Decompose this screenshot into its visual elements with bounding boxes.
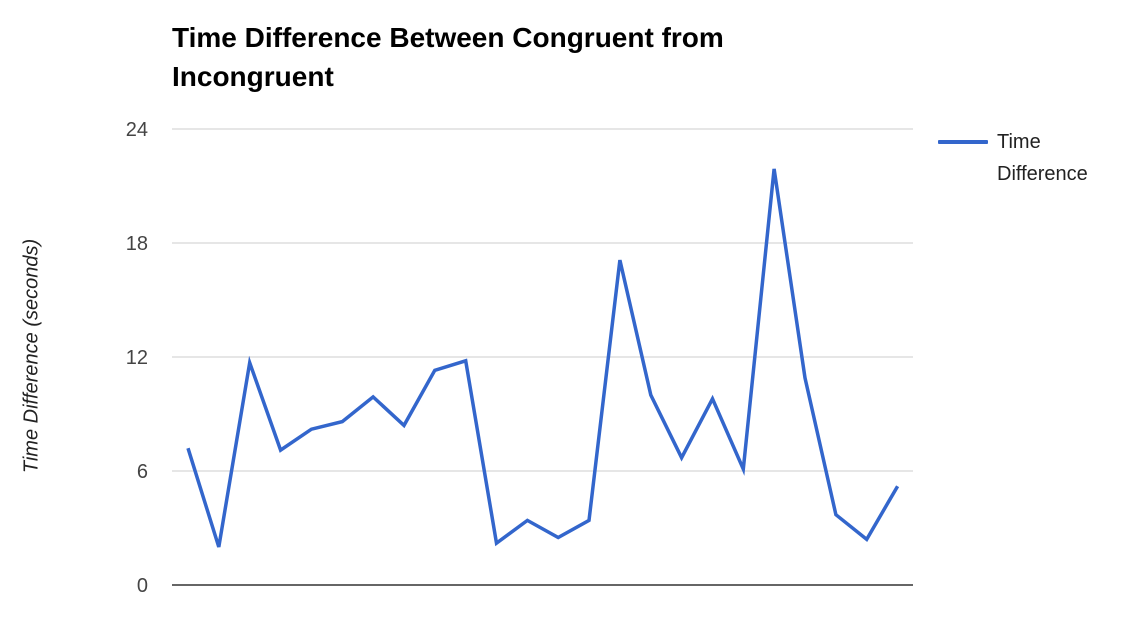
data-point[interactable]	[676, 452, 688, 464]
data-point[interactable]	[244, 357, 256, 369]
data-point[interactable]	[707, 393, 719, 405]
chart-title: Time Difference Between Congruent from I…	[172, 22, 724, 92]
data-point[interactable]	[892, 480, 904, 492]
y-tick-labels: 0 6 12 18 24	[126, 119, 148, 597]
data-point[interactable]	[521, 514, 533, 526]
gridlines	[172, 128, 913, 586]
data-point[interactable]	[614, 254, 626, 266]
data-point[interactable]	[367, 391, 379, 403]
data-point[interactable]	[275, 444, 287, 456]
data-point[interactable]	[182, 442, 194, 454]
data-point[interactable]	[768, 163, 780, 175]
data-point[interactable]	[552, 532, 564, 544]
series-line[interactable]	[186, 168, 900, 548]
data-point[interactable]	[336, 416, 348, 428]
y-tick-label: 24	[126, 119, 148, 141]
data-point[interactable]	[491, 537, 503, 549]
data-point[interactable]	[460, 355, 472, 367]
y-tick-label: 18	[126, 233, 148, 255]
data-point[interactable]	[398, 419, 410, 431]
y-tick-label: 0	[137, 575, 148, 597]
data-point[interactable]	[737, 463, 749, 475]
legend-label: Time Difference	[997, 131, 1088, 185]
legend-swatch	[938, 140, 988, 144]
data-point[interactable]	[583, 514, 595, 526]
data-point[interactable]	[799, 372, 811, 384]
data-point[interactable]	[861, 533, 873, 545]
series-layer	[182, 163, 904, 553]
data-point[interactable]	[645, 389, 657, 401]
y-tick-label: 12	[126, 347, 148, 369]
data-point[interactable]	[429, 364, 441, 376]
data-point[interactable]	[830, 509, 842, 521]
data-point[interactable]	[305, 423, 317, 435]
data-point[interactable]	[213, 541, 225, 553]
y-tick-label: 6	[137, 461, 148, 483]
